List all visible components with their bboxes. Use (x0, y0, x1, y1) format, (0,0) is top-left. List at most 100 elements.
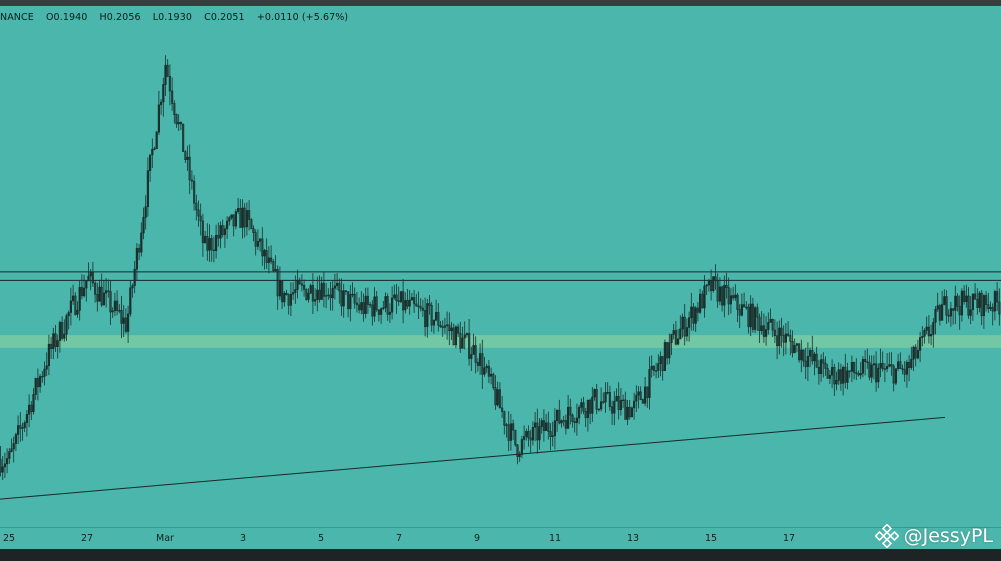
candle-body (333, 285, 337, 289)
candle-body (505, 424, 508, 426)
candle-body (555, 409, 559, 422)
candle-body (786, 333, 790, 336)
candle-body (954, 295, 957, 311)
candle-body (734, 294, 737, 299)
candle-body (923, 329, 926, 337)
watermark: @JessyPL (874, 524, 993, 548)
candle-body (38, 376, 42, 388)
candle-body (118, 310, 121, 312)
candle-body (685, 327, 688, 337)
candle-body (465, 333, 469, 336)
candle-body (855, 372, 858, 374)
candle-body (663, 342, 666, 372)
candle-body (747, 306, 750, 328)
candle-body (85, 280, 88, 289)
candle-body (780, 327, 783, 336)
candle-body (646, 386, 649, 398)
candle-body (989, 307, 992, 309)
candle-body (494, 387, 497, 406)
candle-body (166, 64, 169, 77)
x-tick-label: 17 (782, 533, 796, 544)
candle-body (250, 219, 253, 229)
candle-body (489, 373, 493, 377)
candle-body (43, 368, 46, 377)
candle-body (188, 156, 191, 181)
candle-body (164, 64, 167, 85)
candle-body (276, 269, 279, 297)
candle-body (712, 276, 715, 292)
candle-body (756, 307, 759, 318)
candle-body (564, 420, 567, 429)
candle-body (514, 429, 517, 446)
candle-body (518, 454, 521, 457)
x-tick-label: 7 (395, 533, 403, 544)
candle-body (650, 365, 653, 370)
candle-body (753, 307, 757, 330)
candle-body (129, 287, 132, 315)
candle-body (962, 290, 966, 302)
candle-body (401, 291, 405, 311)
candle-body (377, 309, 381, 315)
candle-body (584, 411, 587, 419)
candle-body (709, 280, 713, 292)
candle-body (877, 367, 880, 383)
candle-body (619, 399, 622, 411)
candle-body (478, 353, 482, 366)
candle-body (448, 324, 451, 332)
candle-body (822, 359, 825, 364)
candle-body (553, 420, 556, 437)
candle-body (509, 423, 513, 441)
candle-body (267, 257, 271, 263)
candle-body (122, 317, 125, 324)
candle-body (184, 151, 187, 160)
candle-body (542, 420, 545, 431)
candle-body (951, 308, 955, 311)
candle-body (762, 325, 765, 337)
candle-body (668, 342, 671, 359)
candle-body (751, 303, 754, 330)
candle-body (474, 345, 477, 363)
candle-body (49, 343, 53, 349)
candle-body (179, 122, 183, 125)
candle-body (729, 295, 732, 305)
high-value: H0.2056 (99, 12, 141, 23)
candle-body (899, 361, 902, 369)
candle-body (41, 376, 44, 378)
candle-body (921, 335, 924, 338)
candle-body (324, 295, 328, 297)
candle-body (615, 396, 618, 402)
candle-body (813, 353, 816, 362)
candle-body (56, 340, 59, 348)
candle-body (19, 425, 22, 429)
candle-body (626, 406, 629, 420)
candle-body (232, 214, 235, 227)
candle-body (492, 373, 495, 388)
candle-body (998, 301, 1001, 315)
candle-body (14, 434, 17, 444)
candle-body (318, 289, 321, 300)
candle-body (111, 310, 114, 313)
candle-body (107, 290, 110, 292)
candle-body (602, 401, 605, 403)
candle-body (177, 122, 180, 125)
candle-body (32, 394, 35, 413)
candle-body (234, 211, 238, 227)
candle-body (243, 207, 246, 228)
candle-body (280, 280, 284, 303)
candle-body (916, 350, 919, 359)
candle-body (434, 311, 438, 321)
candle-body (47, 343, 50, 367)
candle-body (186, 156, 189, 160)
candle-body (353, 293, 356, 304)
candle-body (978, 292, 981, 308)
candle-body (533, 422, 537, 428)
candle-body (142, 217, 145, 234)
candle-body (599, 401, 603, 410)
candle-body (120, 310, 123, 324)
candle-body (540, 420, 543, 427)
x-tick-label: 13 (626, 533, 640, 544)
price-chart[interactable] (0, 0, 1001, 527)
candle-body (12, 443, 15, 450)
candle-body (388, 311, 392, 315)
candle-body (223, 228, 227, 235)
